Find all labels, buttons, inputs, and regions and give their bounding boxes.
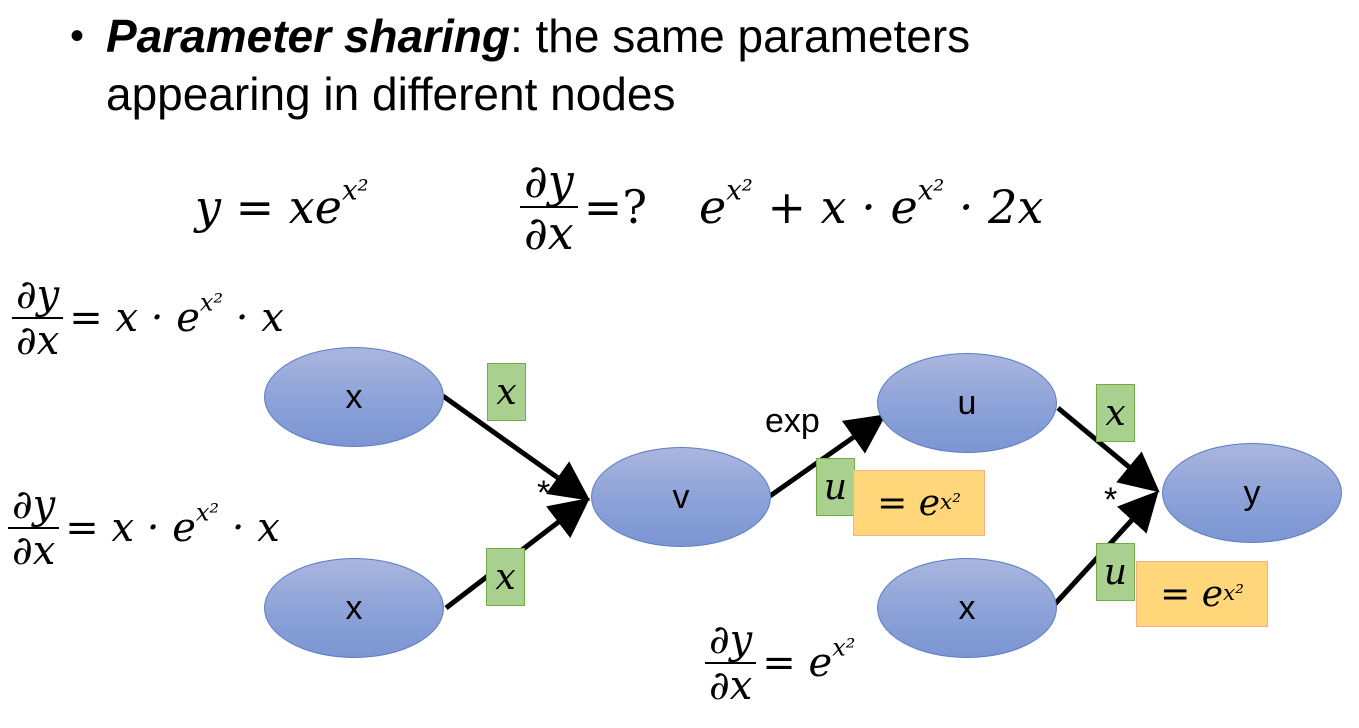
value-box-u: = e x² (853, 470, 985, 536)
edge-value-x-top: x (487, 363, 526, 421)
value-box-x-right: = e x² (1136, 561, 1268, 627)
op-multiply-v: * (537, 474, 551, 512)
edge-value-u-to-y: x (1096, 384, 1135, 442)
edge-x-top-to-v (441, 393, 591, 501)
edge-value-v-to-u: u (816, 458, 855, 516)
edge-value-x-right-to-y: u (1096, 543, 1135, 601)
gradient-x-right: ∂y ∂x = ex² (705, 620, 855, 706)
derivative-fraction: ∂y ∂x (520, 158, 578, 256)
equals-question: =? (583, 180, 647, 234)
node-x-right: x (877, 558, 1057, 658)
node-v: v (591, 447, 771, 547)
bullet-rest: : the same parameters (509, 10, 971, 62)
derivative-result: ex² + x · ex² · 2x (699, 173, 1044, 234)
op-multiply-y: * (1104, 481, 1118, 519)
bullet-dot: • (70, 14, 85, 58)
edge-u-to-y (1056, 406, 1160, 493)
node-x-top: x (264, 347, 444, 447)
bullet-line2: appearing in different nodes (106, 68, 676, 120)
bullet-term: Parameter sharing (106, 10, 510, 62)
node-y: y (1162, 443, 1342, 543)
equation-y-definition: y = xex² (195, 173, 369, 234)
op-exp-u: exp (765, 402, 820, 440)
node-u: u (877, 353, 1057, 453)
gradient-x-bottom: ∂y ∂x = x · ex² · x (8, 485, 280, 571)
edge-value-x-bottom: x (486, 548, 525, 606)
equation-derivative-question: ∂y ∂x =? ex² + x · ex² · 2x (520, 158, 1043, 256)
gradient-x-top: ∂y ∂x = x · ex² · x (12, 275, 284, 361)
node-x-bottom: x (264, 558, 444, 658)
